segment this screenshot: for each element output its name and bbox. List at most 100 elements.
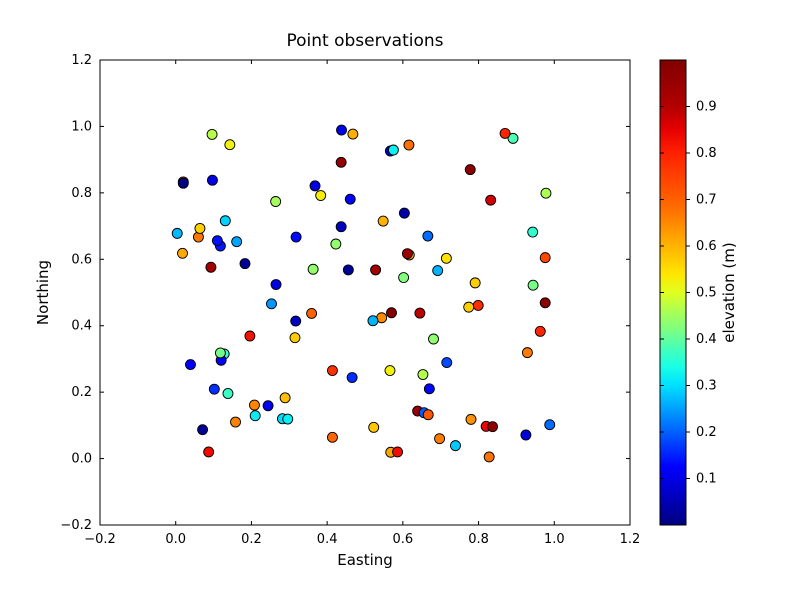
data-point xyxy=(204,447,214,457)
data-point xyxy=(343,265,353,275)
data-point xyxy=(232,237,242,247)
x-axis-label: Easting xyxy=(337,551,393,569)
data-point xyxy=(528,227,538,237)
colorbar-tick-label: 0.3 xyxy=(696,379,717,394)
data-point xyxy=(378,216,388,226)
data-point xyxy=(240,259,250,269)
data-point xyxy=(172,228,182,238)
x-tick-label: 0.8 xyxy=(468,532,489,547)
data-point xyxy=(206,262,216,272)
data-point xyxy=(473,300,483,310)
data-point xyxy=(316,191,326,201)
figure: −0.20.00.20.40.60.81.01.2 −0.20.00.20.40… xyxy=(0,0,800,597)
data-point xyxy=(486,195,496,205)
colorbar-tick-label: 0.7 xyxy=(696,193,717,208)
data-point xyxy=(371,265,381,275)
data-point xyxy=(424,384,434,394)
data-point xyxy=(433,266,443,276)
y-ticks: −0.20.00.20.40.60.81.01.2 xyxy=(60,53,630,533)
y-tick-label: 1.0 xyxy=(71,119,92,134)
data-point xyxy=(215,348,225,358)
scatter-points xyxy=(172,125,555,462)
data-point xyxy=(291,232,301,242)
data-point xyxy=(209,384,219,394)
data-point xyxy=(540,298,550,308)
data-point xyxy=(541,188,551,198)
data-point xyxy=(283,414,293,424)
y-tick-label: −0.2 xyxy=(60,518,92,533)
colorbar-tick-label: 0.1 xyxy=(696,472,717,487)
y-tick-label: 0.8 xyxy=(71,186,92,201)
data-point xyxy=(347,373,357,383)
x-tick-label: 0.6 xyxy=(393,532,414,547)
data-point xyxy=(418,370,428,380)
colorbar-tick-label: 0.8 xyxy=(696,146,717,161)
colorbar-tick-label: 0.4 xyxy=(696,332,717,347)
data-point xyxy=(185,360,195,370)
data-point xyxy=(212,236,222,246)
data-point xyxy=(266,299,276,309)
data-point xyxy=(368,316,378,326)
data-point xyxy=(337,125,347,135)
x-ticks: −0.20.00.20.40.60.81.01.2 xyxy=(84,60,640,547)
data-point xyxy=(336,222,346,232)
data-point xyxy=(399,273,409,283)
data-point xyxy=(404,140,414,150)
chart-svg: −0.20.00.20.40.60.81.01.2 −0.20.00.20.40… xyxy=(0,0,800,597)
y-axis-label: Northing xyxy=(34,260,52,325)
y-tick-label: 0.6 xyxy=(71,252,92,267)
data-point xyxy=(442,358,452,368)
data-point xyxy=(348,129,358,139)
colorbar-tick-label: 0.6 xyxy=(696,239,717,254)
data-point xyxy=(245,331,255,341)
data-point xyxy=(207,175,217,185)
colorbar-tick-label: 0.5 xyxy=(696,286,717,301)
colorbar-tick-label: 0.9 xyxy=(696,100,717,115)
data-point xyxy=(249,400,259,410)
data-point xyxy=(198,425,208,435)
colorbar: 0.10.20.30.40.50.60.70.80.9 elevation (m… xyxy=(660,60,738,525)
data-point xyxy=(308,264,318,274)
y-tick-label: 1.2 xyxy=(71,53,92,68)
data-point xyxy=(545,420,555,430)
data-point xyxy=(263,401,273,411)
data-point xyxy=(423,231,433,241)
data-point xyxy=(225,140,235,150)
x-tick-label: −0.2 xyxy=(84,532,116,547)
data-point xyxy=(393,447,403,457)
data-point xyxy=(388,145,398,155)
data-point xyxy=(307,308,317,318)
data-point xyxy=(231,417,241,427)
y-tick-label: 0.4 xyxy=(71,319,92,334)
data-point xyxy=(500,128,510,138)
data-point xyxy=(369,422,379,432)
data-point xyxy=(178,178,188,188)
chart-title: Point observations xyxy=(286,31,443,51)
data-point xyxy=(464,302,474,312)
data-point xyxy=(195,223,205,233)
scatter-axes: −0.20.00.20.40.60.81.01.2 −0.20.00.20.40… xyxy=(34,31,640,569)
data-point xyxy=(402,249,412,259)
data-point xyxy=(423,410,433,420)
data-point xyxy=(331,239,341,249)
data-point xyxy=(484,452,494,462)
x-tick-label: 1.2 xyxy=(620,532,641,547)
data-point xyxy=(207,129,217,139)
x-tick-label: 1.0 xyxy=(544,532,565,547)
data-point xyxy=(327,432,337,442)
data-point xyxy=(465,165,475,175)
data-point xyxy=(271,280,281,290)
x-tick-label: 0.4 xyxy=(317,532,338,547)
data-point xyxy=(429,334,439,344)
data-point xyxy=(220,216,230,226)
data-point xyxy=(178,248,188,258)
data-point xyxy=(271,196,281,206)
data-point xyxy=(540,253,550,263)
data-point xyxy=(327,366,337,376)
data-point xyxy=(441,253,451,263)
data-point xyxy=(345,194,355,204)
colorbar-label: elevation (m) xyxy=(720,242,738,343)
data-point xyxy=(450,441,460,451)
data-point xyxy=(399,208,409,218)
data-point xyxy=(466,414,476,424)
